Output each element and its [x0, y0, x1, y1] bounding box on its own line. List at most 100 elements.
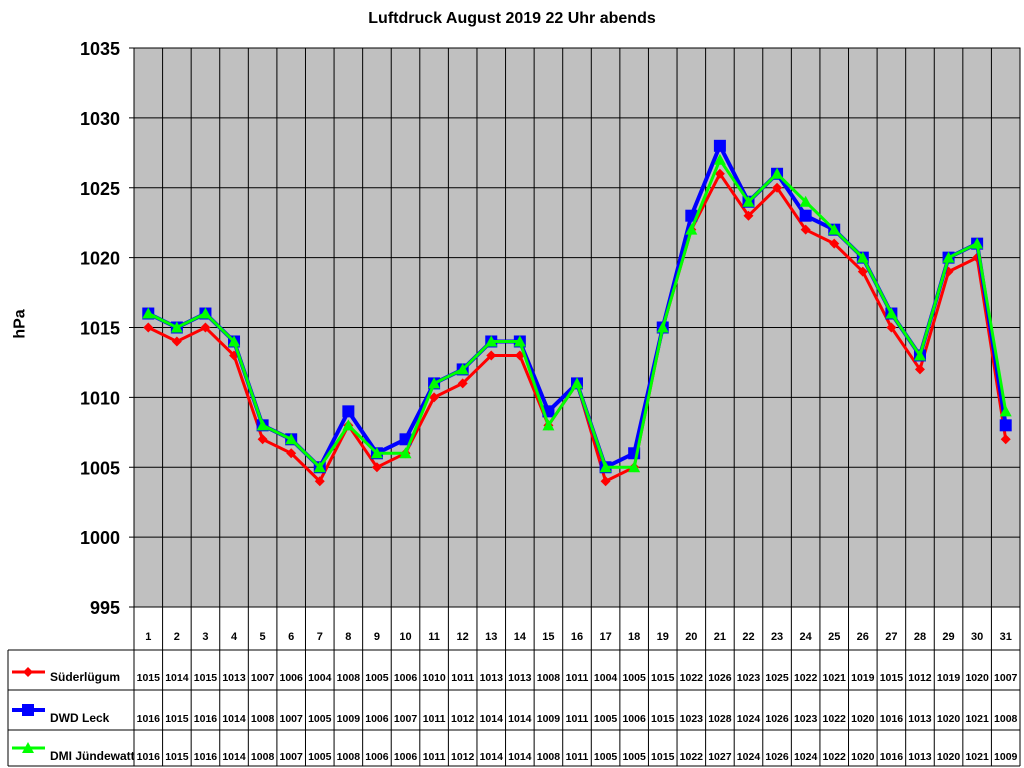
table-cell: 1006 [622, 713, 646, 725]
legend-label: Süderlügum [50, 670, 120, 684]
table-cell: 1021 [823, 672, 847, 684]
triangle-marker [656, 321, 669, 333]
square-marker [22, 704, 34, 716]
table-cell: 1027 [708, 751, 732, 763]
table-cell: 1009 [994, 751, 1018, 763]
x-tick-label: 9 [374, 631, 380, 643]
triangle-marker [742, 195, 755, 207]
diamond-marker [914, 364, 925, 375]
triangle-marker [628, 461, 641, 473]
diamond-marker [600, 476, 611, 487]
table-cell: 1007 [280, 713, 304, 725]
table-cell: 1022 [823, 751, 847, 763]
diamond-marker [857, 266, 868, 277]
table-cell: 1013 [908, 713, 932, 725]
table-cell: 1026 [765, 713, 789, 725]
x-tick-label: 22 [742, 631, 754, 643]
table-cell: 1008 [537, 751, 561, 763]
triangle-marker [342, 419, 355, 431]
diamond-marker [371, 462, 382, 473]
triangle-marker [370, 447, 383, 459]
table-cell: 1004 [308, 672, 332, 684]
table-cell: 1021 [965, 751, 989, 763]
diamond-marker [457, 378, 468, 389]
x-tick-label: 30 [971, 631, 983, 643]
table-cell: 1015 [651, 751, 675, 763]
table-cell: 1009 [337, 713, 361, 725]
table-cell: 1007 [994, 672, 1018, 684]
x-tick-label: 7 [317, 631, 323, 643]
table-cell: 1015 [651, 672, 675, 684]
table-cell: 1022 [680, 672, 704, 684]
table-cell: 1020 [851, 713, 875, 725]
table-cell: 1024 [737, 713, 761, 725]
x-tick-label: 25 [828, 631, 840, 643]
table-cell: 1024 [737, 751, 761, 763]
table-cell: 1013 [508, 672, 532, 684]
table-cell: 1008 [994, 713, 1018, 725]
table-cell: 1014 [165, 672, 189, 684]
table-cell: 1022 [680, 751, 704, 763]
table-cell: 1021 [965, 713, 989, 725]
table-cell: 1012 [451, 713, 475, 725]
table-cell: 1015 [137, 672, 161, 684]
triangle-marker [942, 251, 955, 263]
table-cell: 1013 [480, 672, 504, 684]
triangle-marker [399, 447, 412, 459]
table-cell: 1023 [737, 672, 761, 684]
diamond-marker [286, 448, 297, 459]
table-cell: 1005 [594, 713, 618, 725]
x-tick-label: 3 [202, 631, 208, 643]
table-cell: 1005 [622, 672, 646, 684]
x-tick-label: 2 [174, 631, 180, 643]
table-cell: 1022 [794, 672, 818, 684]
x-tick-label: 8 [345, 631, 351, 643]
x-tick-label: 6 [288, 631, 294, 643]
triangle-marker [485, 335, 498, 347]
triangle-marker [913, 349, 926, 361]
triangle-marker [456, 363, 469, 375]
diamond-marker [23, 667, 33, 677]
table-cell: 1011 [423, 713, 446, 725]
table-cell: 1014 [508, 751, 532, 763]
y-tick-label: 995 [90, 598, 120, 618]
table-cell: 1013 [908, 751, 932, 763]
table-cell: 1011 [566, 672, 589, 684]
diamond-marker [314, 476, 325, 487]
x-tick-label: 17 [599, 631, 611, 643]
triangle-marker [856, 251, 869, 263]
diamond-marker [200, 322, 211, 333]
table-cell: 1016 [137, 751, 161, 763]
diamond-marker [429, 392, 440, 403]
diamond-marker [714, 168, 725, 179]
table-cell: 1026 [765, 751, 789, 763]
table-cell: 1011 [566, 751, 589, 763]
table-cell: 1006 [394, 751, 418, 763]
table-cell: 1005 [594, 751, 618, 763]
triangle-marker [513, 335, 526, 347]
x-tick-label: 27 [885, 631, 897, 643]
triangle-marker [685, 223, 698, 235]
table-cell: 1014 [222, 713, 246, 725]
table-cell: 1005 [622, 751, 646, 763]
table-cell: 1015 [165, 751, 189, 763]
y-tick-label: 1000 [80, 528, 120, 548]
x-tick-label: 24 [800, 631, 813, 643]
table-cell: 1022 [823, 713, 847, 725]
table-cell: 1007 [280, 751, 304, 763]
x-tick-label: 28 [914, 631, 926, 643]
table-cell: 1008 [251, 751, 275, 763]
x-tick-label: 19 [657, 631, 669, 643]
x-tick-label: 21 [714, 631, 726, 643]
table-cell: 1011 [423, 751, 446, 763]
diamond-marker [829, 238, 840, 249]
triangle-marker [571, 377, 583, 389]
table-cell: 1016 [194, 713, 218, 725]
triangle-marker [313, 461, 326, 473]
table-cell: 1015 [651, 713, 675, 725]
table-cell: 1015 [194, 672, 218, 684]
table-cell: 1020 [965, 672, 989, 684]
x-tick-label: 29 [942, 631, 954, 643]
diamond-marker [743, 210, 754, 221]
table-cell: 1007 [394, 713, 418, 725]
